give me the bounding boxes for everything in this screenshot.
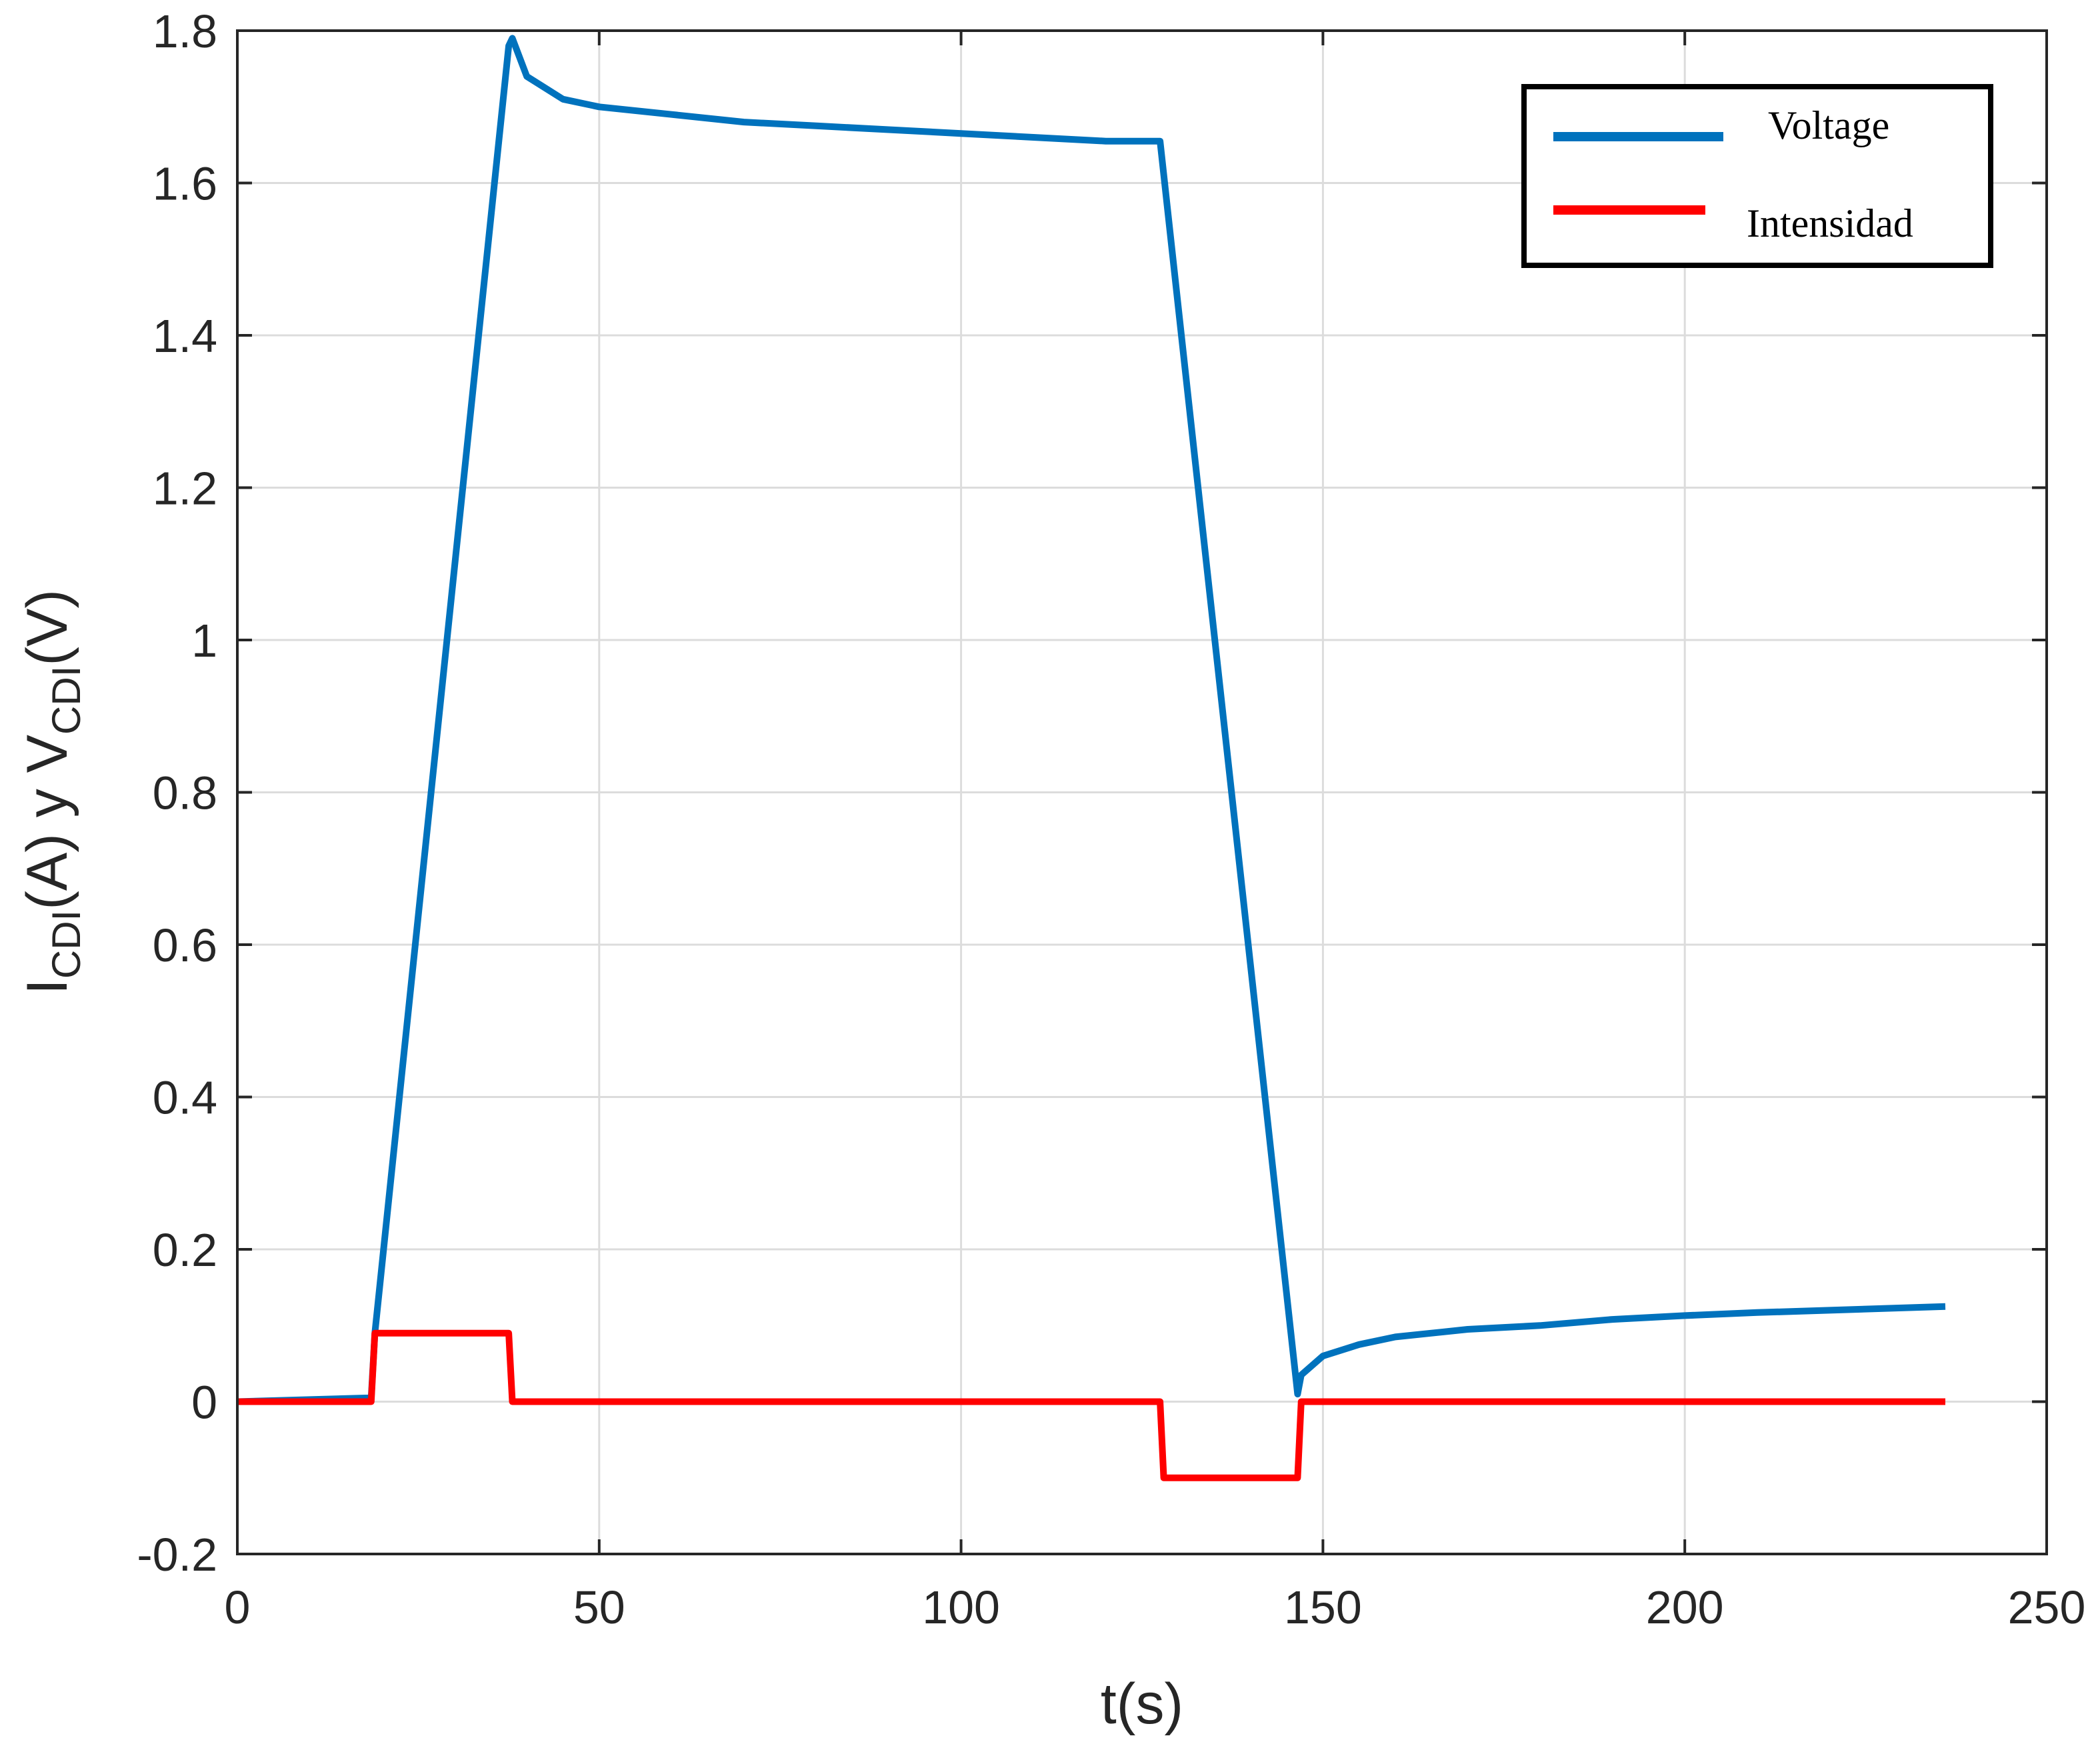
legend-box xyxy=(1521,84,1993,268)
y-axis-label-sub2: CDI xyxy=(44,666,89,735)
y-axis-label: ICDI(A) y VCDI(V) xyxy=(15,589,89,995)
x-tick-label: 150 xyxy=(1284,1581,1362,1633)
y-axis-label-sub1: CDI xyxy=(44,910,89,979)
y-tick-label: 0.8 xyxy=(153,767,217,819)
x-tick-label: 100 xyxy=(922,1581,1000,1633)
x-tick-label: 200 xyxy=(1646,1581,1724,1633)
y-tick-label: 1 xyxy=(191,615,217,667)
y-tick-label: 0 xyxy=(191,1377,217,1429)
y-tick-label: 1.6 xyxy=(153,158,217,210)
y-tick-label: 1.2 xyxy=(153,463,217,515)
legend-label-voltage: Voltage xyxy=(1768,103,1889,147)
y-tick-label: 0.4 xyxy=(153,1072,217,1124)
y-axis-label-middle: (A) y V xyxy=(15,735,79,910)
y-tick-label: -0.2 xyxy=(137,1529,217,1581)
legend-label-intensidad: Intensidad xyxy=(1747,201,1913,245)
y-tick-label: 1.8 xyxy=(153,5,217,57)
x-tick-label: 0 xyxy=(225,1581,251,1633)
y-tick-label: 0.6 xyxy=(153,919,217,971)
x-axis-label: t(s) xyxy=(1101,1672,1183,1736)
x-tick-label: 250 xyxy=(2008,1581,2086,1633)
y-tick-label: 0.2 xyxy=(153,1224,217,1276)
tick-labels: 0 50 100 150 200 250-0.200.20.40.60.811.21.41… xyxy=(137,5,2085,1633)
y-tick-label: 1.4 xyxy=(153,310,217,362)
series-layer xyxy=(237,35,1946,1481)
legend: Voltage Intensidad xyxy=(1521,84,1993,268)
x-tick-label: 50 xyxy=(573,1581,625,1633)
y-axis-label-suffix: (V) xyxy=(15,589,79,666)
series-line-voltage xyxy=(237,35,1946,1405)
series-line-intensidad xyxy=(237,1329,1945,1481)
plot-frame xyxy=(236,29,2048,1555)
y-axis-label-prefix: I xyxy=(15,979,79,995)
